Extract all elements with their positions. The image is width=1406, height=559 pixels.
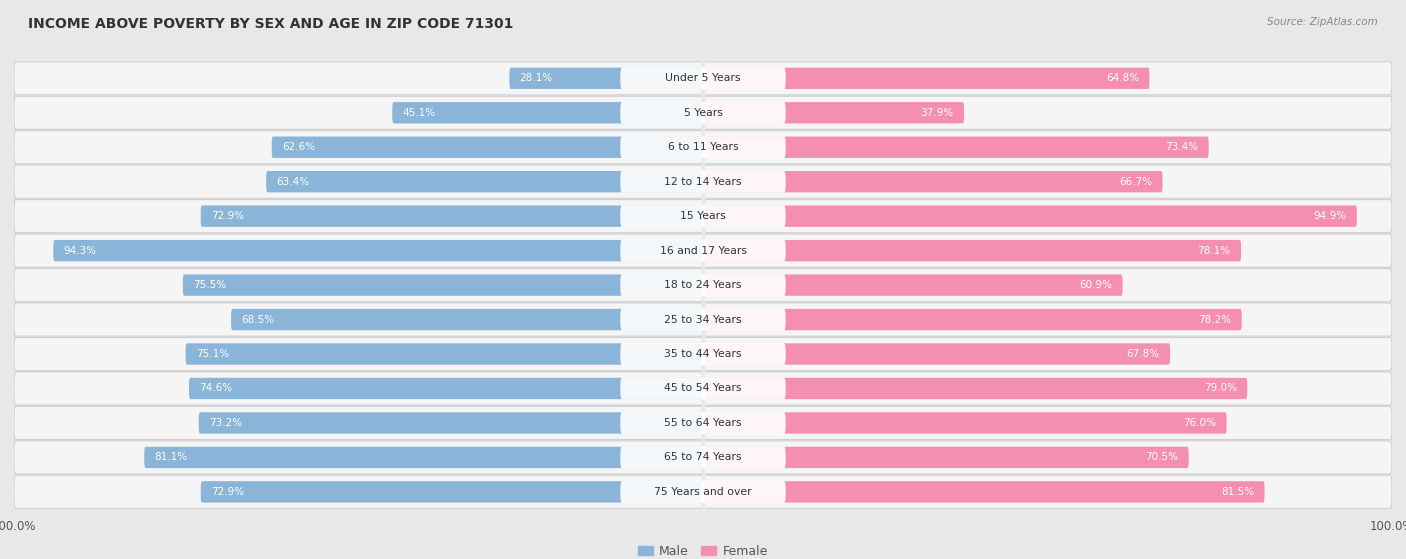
FancyBboxPatch shape	[703, 68, 1150, 89]
Text: 16 and 17 Years: 16 and 17 Years	[659, 245, 747, 255]
FancyBboxPatch shape	[14, 441, 1392, 474]
FancyBboxPatch shape	[620, 309, 786, 330]
FancyBboxPatch shape	[620, 412, 786, 434]
FancyBboxPatch shape	[14, 268, 1392, 302]
FancyBboxPatch shape	[620, 102, 786, 124]
Text: Source: ZipAtlas.com: Source: ZipAtlas.com	[1267, 17, 1378, 27]
Text: 81.5%: 81.5%	[1220, 487, 1254, 497]
FancyBboxPatch shape	[231, 309, 703, 330]
Text: 79.0%: 79.0%	[1204, 383, 1237, 394]
FancyBboxPatch shape	[620, 447, 786, 468]
Text: 70.5%: 70.5%	[1146, 452, 1178, 462]
Text: 74.6%: 74.6%	[200, 383, 232, 394]
FancyBboxPatch shape	[703, 309, 1241, 330]
FancyBboxPatch shape	[620, 240, 786, 262]
Text: 94.3%: 94.3%	[63, 245, 97, 255]
Text: 45 to 54 Years: 45 to 54 Years	[664, 383, 742, 394]
FancyBboxPatch shape	[620, 377, 786, 400]
Legend: Male, Female: Male, Female	[633, 540, 773, 559]
FancyBboxPatch shape	[14, 61, 1392, 95]
FancyBboxPatch shape	[620, 136, 786, 158]
FancyBboxPatch shape	[201, 206, 703, 227]
Text: 78.2%: 78.2%	[1198, 315, 1232, 325]
FancyBboxPatch shape	[266, 171, 703, 192]
FancyBboxPatch shape	[703, 447, 1188, 468]
Text: 68.5%: 68.5%	[242, 315, 274, 325]
Text: 18 to 24 Years: 18 to 24 Years	[664, 280, 742, 290]
FancyBboxPatch shape	[509, 68, 703, 89]
Text: 73.4%: 73.4%	[1166, 142, 1198, 152]
FancyBboxPatch shape	[620, 205, 786, 227]
Text: 66.7%: 66.7%	[1119, 177, 1152, 187]
FancyBboxPatch shape	[201, 481, 703, 503]
FancyBboxPatch shape	[198, 413, 703, 434]
FancyBboxPatch shape	[703, 171, 1163, 192]
FancyBboxPatch shape	[14, 96, 1392, 129]
FancyBboxPatch shape	[186, 343, 703, 364]
Text: Under 5 Years: Under 5 Years	[665, 73, 741, 83]
Text: 73.2%: 73.2%	[209, 418, 242, 428]
FancyBboxPatch shape	[703, 413, 1226, 434]
FancyBboxPatch shape	[703, 102, 965, 124]
FancyBboxPatch shape	[14, 372, 1392, 405]
Text: 25 to 34 Years: 25 to 34 Years	[664, 315, 742, 325]
FancyBboxPatch shape	[183, 274, 703, 296]
Text: 75 Years and over: 75 Years and over	[654, 487, 752, 497]
FancyBboxPatch shape	[14, 406, 1392, 439]
Text: 62.6%: 62.6%	[283, 142, 315, 152]
FancyBboxPatch shape	[271, 136, 703, 158]
FancyBboxPatch shape	[53, 240, 703, 261]
Text: 75.1%: 75.1%	[195, 349, 229, 359]
FancyBboxPatch shape	[145, 447, 703, 468]
FancyBboxPatch shape	[703, 206, 1357, 227]
Text: 72.9%: 72.9%	[211, 487, 245, 497]
FancyBboxPatch shape	[703, 240, 1241, 261]
Text: 65 to 74 Years: 65 to 74 Years	[664, 452, 742, 462]
FancyBboxPatch shape	[703, 274, 1122, 296]
Text: 67.8%: 67.8%	[1126, 349, 1160, 359]
FancyBboxPatch shape	[14, 303, 1392, 336]
FancyBboxPatch shape	[188, 378, 703, 399]
FancyBboxPatch shape	[620, 67, 786, 89]
FancyBboxPatch shape	[703, 136, 1209, 158]
Text: 37.9%: 37.9%	[921, 108, 953, 118]
FancyBboxPatch shape	[620, 274, 786, 296]
Text: 72.9%: 72.9%	[211, 211, 245, 221]
Text: 45.1%: 45.1%	[402, 108, 436, 118]
Text: 78.1%: 78.1%	[1198, 245, 1230, 255]
Text: 94.9%: 94.9%	[1313, 211, 1347, 221]
FancyBboxPatch shape	[14, 475, 1392, 509]
Text: 28.1%: 28.1%	[520, 73, 553, 83]
FancyBboxPatch shape	[620, 170, 786, 193]
Text: INCOME ABOVE POVERTY BY SEX AND AGE IN ZIP CODE 71301: INCOME ABOVE POVERTY BY SEX AND AGE IN Z…	[28, 17, 513, 31]
Text: 75.5%: 75.5%	[193, 280, 226, 290]
Text: 64.8%: 64.8%	[1107, 73, 1139, 83]
Text: 60.9%: 60.9%	[1080, 280, 1112, 290]
Text: 76.0%: 76.0%	[1184, 418, 1216, 428]
FancyBboxPatch shape	[620, 481, 786, 503]
Text: 15 Years: 15 Years	[681, 211, 725, 221]
Text: 55 to 64 Years: 55 to 64 Years	[664, 418, 742, 428]
Text: 5 Years: 5 Years	[683, 108, 723, 118]
FancyBboxPatch shape	[703, 343, 1170, 364]
Text: 63.4%: 63.4%	[277, 177, 309, 187]
FancyBboxPatch shape	[14, 165, 1392, 198]
Text: 81.1%: 81.1%	[155, 452, 188, 462]
FancyBboxPatch shape	[703, 481, 1264, 503]
FancyBboxPatch shape	[703, 378, 1247, 399]
FancyBboxPatch shape	[14, 338, 1392, 371]
Text: 12 to 14 Years: 12 to 14 Years	[664, 177, 742, 187]
FancyBboxPatch shape	[392, 102, 703, 124]
FancyBboxPatch shape	[14, 234, 1392, 267]
Text: 35 to 44 Years: 35 to 44 Years	[664, 349, 742, 359]
FancyBboxPatch shape	[620, 343, 786, 365]
Text: 6 to 11 Years: 6 to 11 Years	[668, 142, 738, 152]
FancyBboxPatch shape	[14, 131, 1392, 164]
FancyBboxPatch shape	[14, 200, 1392, 233]
